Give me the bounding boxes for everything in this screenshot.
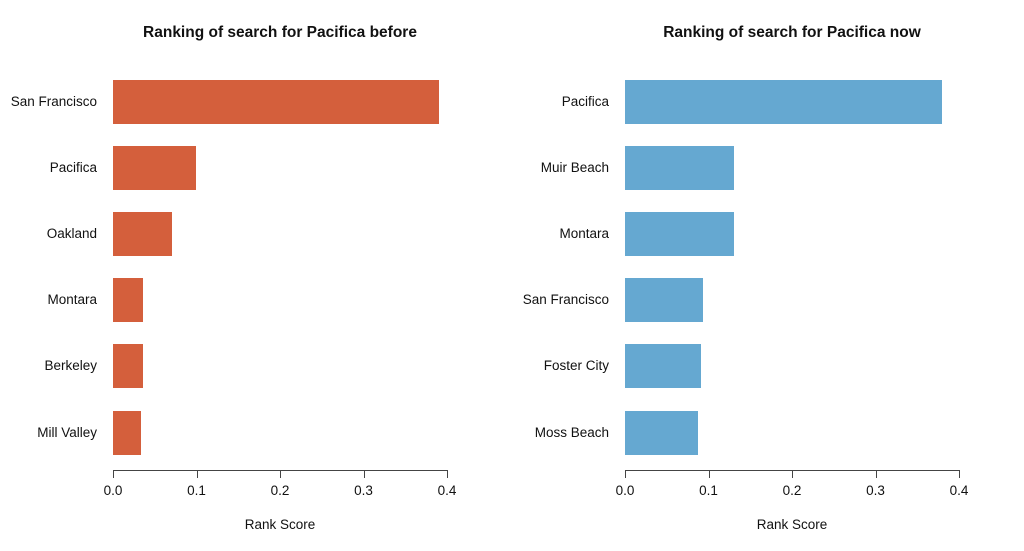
category-label-pacifica: Pacifica bbox=[561, 93, 609, 109]
category-label-pacifica: Pacifica bbox=[49, 159, 97, 175]
category-label-san-francisco: San Francisco bbox=[522, 292, 609, 308]
category-label-san-francisco: San Francisco bbox=[10, 93, 97, 109]
bar-montara bbox=[113, 278, 144, 323]
chart-title-before: Ranking of search for Pacifica before bbox=[143, 24, 417, 41]
bar-foster-city bbox=[625, 344, 701, 389]
category-label-oakland: Oakland bbox=[46, 225, 97, 241]
bar-san-francisco bbox=[113, 79, 439, 124]
x-axis-tick-label-0.2: 0.2 bbox=[782, 483, 802, 498]
x-axis-tick-label-0.1: 0.1 bbox=[187, 483, 206, 498]
x-axis-tick-0.2 bbox=[280, 470, 282, 478]
category-label-montara: Montara bbox=[559, 225, 609, 241]
x-axis-tick-0.0 bbox=[625, 470, 627, 478]
chart-title-now: Ranking of search for Pacifica now bbox=[663, 24, 921, 41]
x-axis-title-now: Rank Score bbox=[756, 517, 828, 532]
category-label-mill-valley: Mill Valley bbox=[37, 424, 97, 440]
bar-san-francisco bbox=[625, 278, 704, 323]
category-label-berkeley: Berkeley bbox=[44, 358, 97, 374]
category-label-montara: Montara bbox=[47, 292, 97, 308]
bar-muir-beach bbox=[625, 145, 735, 190]
x-axis-tick-label-0.0: 0.0 bbox=[103, 483, 123, 498]
x-axis-tick-label-0.2: 0.2 bbox=[270, 483, 290, 498]
x-axis-tick-0.4 bbox=[447, 470, 449, 478]
chart-panel-now: Ranking of search for Pacifica now Pacif… bbox=[512, 0, 1024, 551]
x-axis-tick-label-0.4: 0.4 bbox=[949, 483, 969, 498]
x-axis-tick-0.2 bbox=[792, 470, 794, 478]
x-axis-tick-0.1 bbox=[196, 470, 198, 478]
bar-montara bbox=[625, 211, 735, 256]
bar-pacifica bbox=[625, 79, 943, 124]
x-axis-tick-label-0.0: 0.0 bbox=[615, 483, 635, 498]
x-axis-title-before: Rank Score bbox=[244, 517, 316, 532]
x-axis-tick-label-0.3: 0.3 bbox=[866, 483, 885, 498]
category-label-muir-beach: Muir Beach bbox=[540, 159, 609, 175]
bar-oakland bbox=[113, 211, 173, 256]
chart-panel-before: Ranking of search for Pacifica before Sa… bbox=[10, 24, 457, 532]
bar-berkeley bbox=[113, 344, 144, 389]
x-axis-tick-0.3 bbox=[363, 470, 365, 478]
category-label-foster-city: Foster City bbox=[543, 358, 609, 374]
x-axis-tick-label-0.4: 0.4 bbox=[437, 483, 457, 498]
x-axis-tick-0.4 bbox=[959, 470, 961, 478]
x-axis-tick-0.0 bbox=[113, 470, 115, 478]
x-axis-tick-0.3 bbox=[875, 470, 877, 478]
bar-pacifica bbox=[113, 145, 196, 190]
bar-mill-valley bbox=[113, 410, 141, 455]
x-axis-tick-label-0.1: 0.1 bbox=[699, 483, 718, 498]
x-axis-tick-label-0.3: 0.3 bbox=[354, 483, 373, 498]
bar-moss-beach bbox=[625, 410, 698, 455]
category-label-moss-beach: Moss Beach bbox=[534, 424, 609, 440]
x-axis-tick-0.1 bbox=[708, 470, 710, 478]
